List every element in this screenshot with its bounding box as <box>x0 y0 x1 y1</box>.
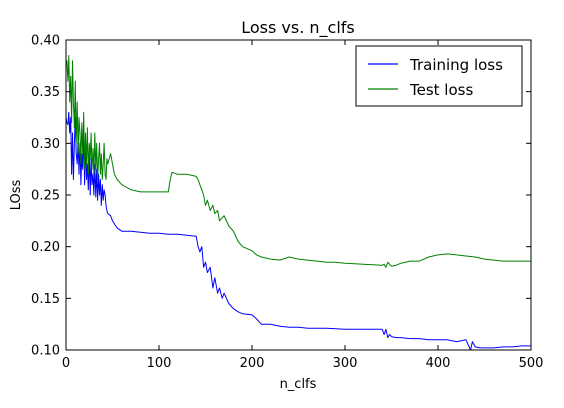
chart-title: Loss vs. n_clfs <box>241 18 355 38</box>
y-tick-label: 0.40 <box>31 34 60 49</box>
x-axis-title: n_clfs <box>280 377 317 392</box>
legend: Training loss Test loss <box>355 45 523 107</box>
axis-ticks: 0 100 200 300 400 500 0.10 0.15 0.20 0.25 0.30 0.35… <box>31 34 543 372</box>
y-tick-label: 0.30 <box>31 137 60 152</box>
x-tick-label: 400 <box>426 356 451 371</box>
series-line-test-loss <box>66 55 531 268</box>
y-tick-label: 0.15 <box>31 292 60 307</box>
y-tick-label: 0.25 <box>31 189 60 204</box>
x-tick-label: 100 <box>147 356 172 371</box>
plot-area <box>65 55 531 351</box>
y-tick-label: 0.10 <box>31 344 60 359</box>
legend-box <box>355 45 523 107</box>
x-tick-label: 300 <box>333 356 358 371</box>
legend-label-test-loss: Test loss <box>409 81 473 99</box>
x-tick-label: 0 <box>62 356 70 371</box>
y-axis-title: LOss <box>9 179 24 210</box>
legend-label-training-loss: Training loss <box>409 56 503 74</box>
y-tick-label: 0.20 <box>31 240 60 255</box>
x-tick-label: 200 <box>240 356 265 371</box>
y-tick-label: 0.35 <box>31 85 60 100</box>
x-tick-label: 500 <box>519 356 544 371</box>
